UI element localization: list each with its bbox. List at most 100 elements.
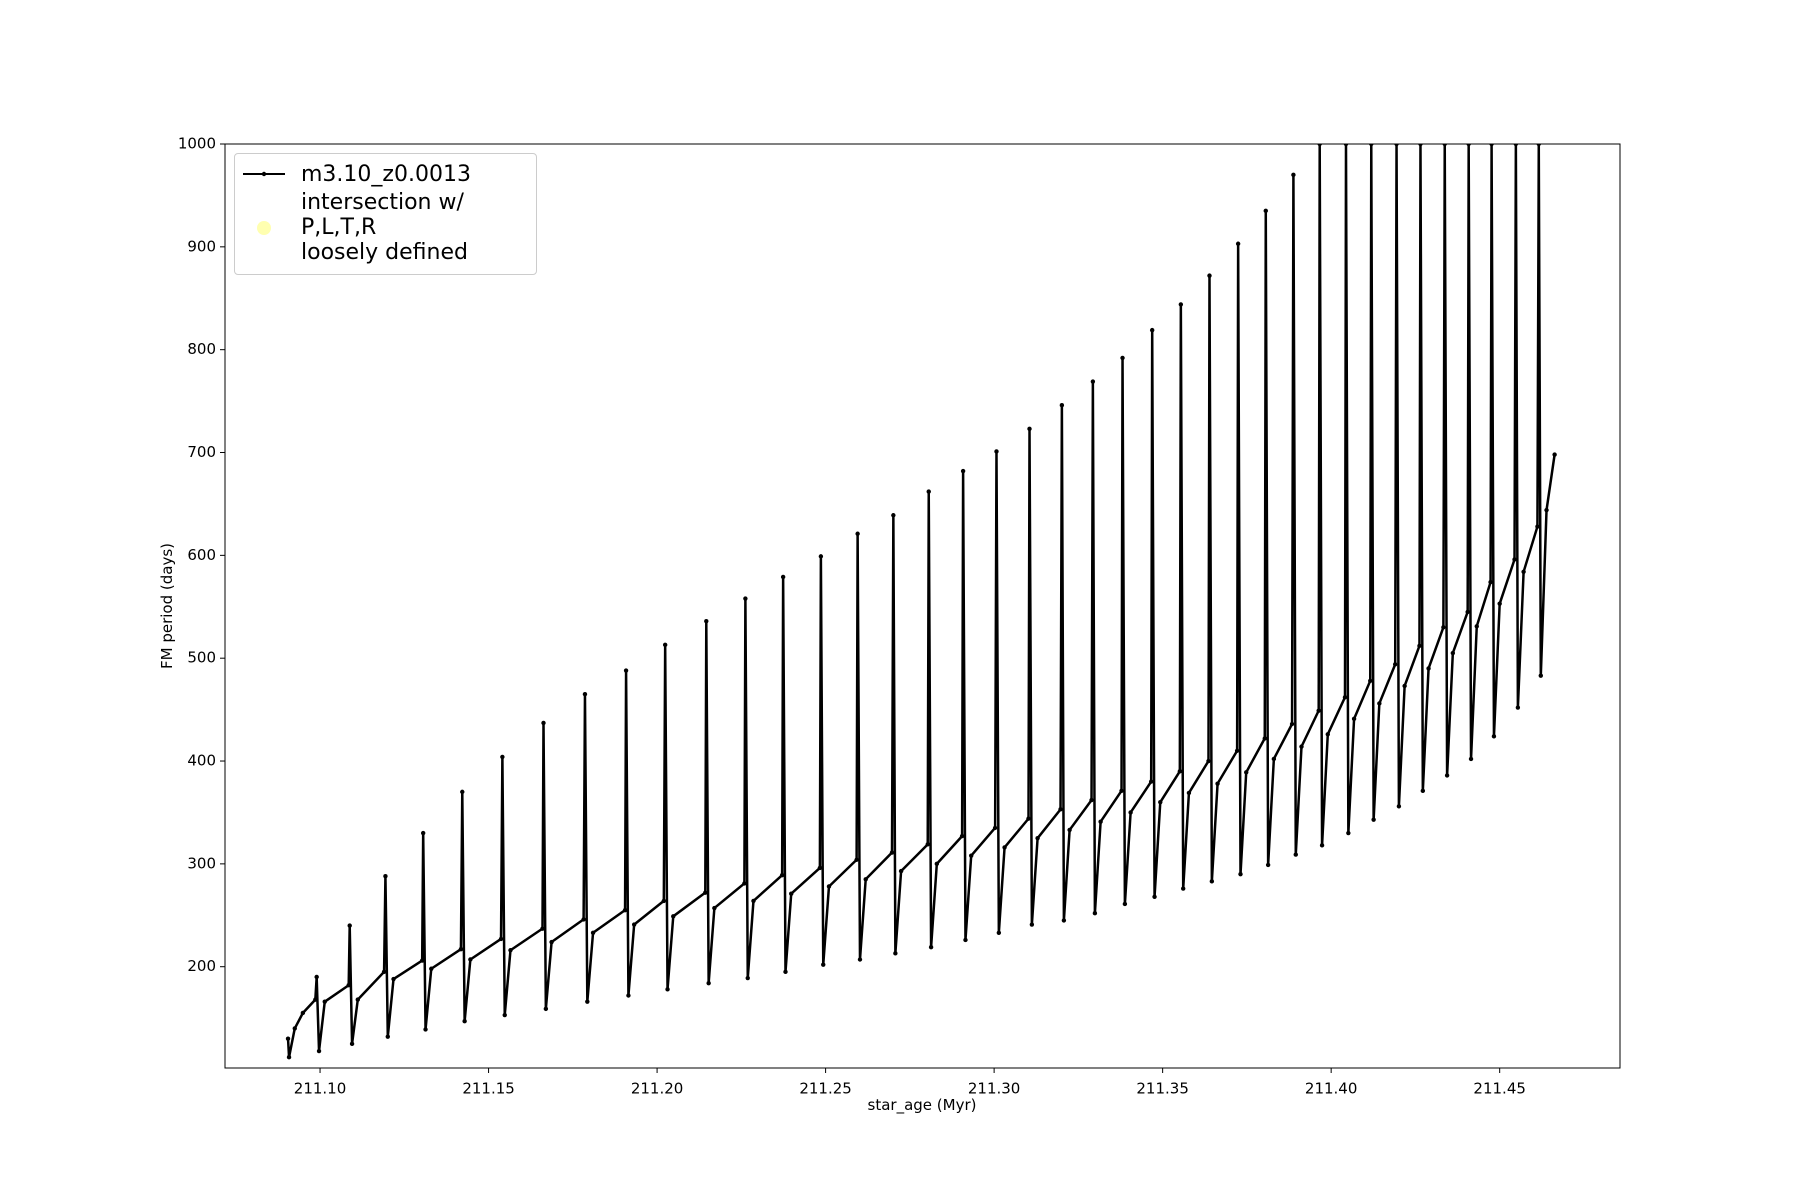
point (1392, 662, 1398, 667)
point (1552, 452, 1557, 457)
point (703, 890, 708, 895)
legend-marker (243, 171, 285, 177)
point (347, 923, 352, 928)
point (818, 554, 824, 559)
point (1209, 879, 1215, 884)
point (959, 833, 965, 839)
x-tick-label: 211.15 (462, 1080, 515, 1098)
point (1026, 816, 1031, 821)
point (963, 937, 968, 943)
point (898, 868, 904, 874)
point (745, 975, 750, 981)
point (582, 691, 588, 697)
point (1369, 144, 1374, 147)
point (779, 872, 785, 878)
point (928, 944, 934, 950)
point (969, 853, 974, 858)
point (743, 596, 748, 601)
point (1002, 845, 1007, 850)
point (1402, 683, 1407, 689)
point (1441, 625, 1446, 630)
point (1465, 609, 1470, 615)
point (1346, 830, 1351, 836)
point (1474, 624, 1479, 629)
legend-dot (261, 171, 267, 177)
point (661, 898, 667, 904)
point (1265, 862, 1271, 868)
point (1489, 144, 1494, 147)
line (286, 144, 1556, 1059)
point (1061, 918, 1067, 923)
point (855, 531, 860, 536)
legend-label: m3.10_z0.0013 (301, 161, 471, 187)
point (1058, 807, 1063, 812)
point (1319, 843, 1325, 848)
point (292, 1026, 297, 1031)
x-tick-label: 211.45 (1473, 1080, 1526, 1098)
point (1122, 901, 1128, 907)
point (626, 993, 631, 998)
point (1544, 507, 1549, 513)
point (671, 914, 676, 919)
y-tick-label: 200 (187, 957, 216, 975)
point (1536, 144, 1541, 147)
point (623, 668, 629, 673)
point (1089, 797, 1094, 803)
point (1238, 871, 1243, 877)
point (1426, 666, 1431, 671)
point (1377, 701, 1382, 706)
point (1450, 650, 1456, 656)
point (1244, 770, 1249, 775)
point (1035, 835, 1040, 841)
point (1351, 716, 1357, 722)
point (1148, 779, 1154, 784)
point (1396, 804, 1402, 809)
point (1325, 732, 1330, 737)
point (1293, 852, 1298, 857)
point (508, 948, 513, 953)
point (1420, 788, 1426, 794)
point (854, 857, 859, 862)
point (1090, 379, 1096, 384)
point (1418, 144, 1423, 147)
point (1289, 721, 1295, 727)
point (1535, 524, 1540, 529)
y-tick-label: 400 (187, 752, 216, 770)
point (322, 999, 327, 1004)
point (1152, 894, 1157, 899)
x-tick-label: 211.20 (631, 1080, 684, 1098)
point (1027, 426, 1032, 432)
point (1119, 788, 1124, 794)
point (1444, 773, 1450, 778)
point (383, 874, 388, 879)
point (498, 936, 504, 942)
point (1263, 208, 1268, 214)
point (889, 850, 895, 855)
legend-label: intersection w/ P,L,T,R loosely defined (301, 190, 468, 265)
point (1059, 403, 1065, 408)
series (285, 144, 1557, 1060)
legend-marker (257, 220, 271, 235)
point (1466, 144, 1471, 147)
point (581, 917, 586, 922)
y-tick-label: 900 (187, 237, 216, 255)
legend: m3.10_z0.0013 intersection w/ P,L,T,R loo… (234, 153, 537, 275)
point (1149, 327, 1155, 333)
point (996, 930, 1002, 935)
point (1371, 817, 1376, 822)
point (429, 966, 434, 971)
point (1368, 678, 1373, 684)
point (585, 999, 590, 1004)
point (992, 825, 998, 831)
point (1186, 790, 1192, 796)
point (1235, 241, 1241, 246)
point (1299, 744, 1304, 749)
point (1067, 827, 1072, 833)
point (285, 1036, 291, 1041)
point (1316, 708, 1321, 713)
point (316, 1048, 322, 1054)
point (462, 1019, 467, 1024)
point (286, 1055, 292, 1060)
point (934, 861, 940, 867)
